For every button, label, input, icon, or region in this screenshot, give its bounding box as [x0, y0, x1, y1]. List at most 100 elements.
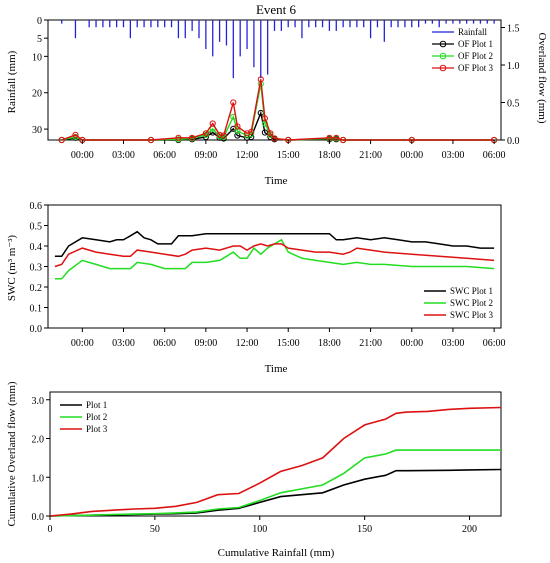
y-tick-left-label: 0 [37, 16, 42, 27]
panel1-axes: 0 5 10 20 30 0.0 0.5 1.0 1.5 00:00 03:00 06:00 09:00… [32, 16, 520, 161]
panel1-ylabel-right: Overland flow (mm) [536, 32, 548, 123]
y-tick-label: 1.0 [32, 473, 45, 484]
x-tick-label: 03:00 [112, 338, 135, 349]
panel3-ylabel: Cumulative Overland flow (mm) [6, 381, 18, 526]
panel3-frame [49, 391, 502, 517]
x-tick-label: 06:00 [153, 338, 176, 349]
x-tick-label: 03:00 [442, 150, 465, 161]
y-tick-label: 0.0 [30, 324, 43, 335]
y-tick-right-label: 0.5 [507, 99, 520, 110]
legend-swc3-label: SWC Plot 3 [450, 310, 494, 320]
of-point [209, 120, 216, 127]
panel3-xlabel: Cumulative Rainfall (mm) [218, 547, 335, 559]
panel2-axes: 0.0 0.1 0.2 0.3 0.4 0.5 0.6 00:00 03:00 06:00 09:0… [30, 201, 506, 349]
x-tick-label: 03:00 [112, 150, 135, 161]
figure-title: Event 6 [256, 2, 297, 17]
x-tick-label: 18:00 [318, 338, 341, 349]
of-point [216, 131, 223, 138]
y-tick-label: 0.5 [30, 222, 43, 233]
cumulative-line-plot3 [49, 406, 502, 517]
of-line-plot2 [61, 83, 495, 141]
legend-of1-label: OF Plot 1 [458, 39, 493, 49]
cumulative-line-plot2 [49, 449, 501, 517]
legend-rainfall-label: Rainfall [458, 27, 487, 37]
cumulative-line-plot1 [49, 468, 502, 517]
y-tick-left-label: 5 [37, 34, 42, 45]
x-tick-label: 21:00 [359, 338, 382, 349]
of-point [234, 132, 241, 139]
x-tick-label: 12:00 [236, 150, 259, 161]
y-tick-label: 0.0 [32, 512, 45, 523]
legend-of2-label: OF Plot 2 [458, 51, 493, 61]
of-point [234, 123, 241, 130]
legend-swc2-label: SWC Plot 2 [450, 298, 493, 308]
x-tick-label: 12:00 [236, 338, 259, 349]
y-tick-label: 3.0 [32, 396, 45, 407]
x-tick-label: 06:00 [153, 150, 176, 161]
x-tick-label: 15:00 [277, 338, 300, 349]
swc-chart: 0.0 0.1 0.2 0.3 0.4 0.5 0.6 00:00 03:00 06:00 09:0… [6, 201, 506, 375]
panel3-axes: 0.0 1.0 2.0 3.0 0 50 100 150 200 [32, 396, 478, 535]
cumulative-chart: 0.0 1.0 2.0 3.0 0 50 100 150 200 Cumulative Over… [6, 381, 502, 559]
legend-of3-marker [439, 64, 447, 72]
of-point [271, 135, 278, 142]
of-point [267, 130, 274, 137]
y-tick-label: 0.4 [30, 242, 43, 253]
panel2-legend: SWC Plot 1 SWC Plot 2 SWC Plot 3 [424, 286, 494, 320]
x-tick-label: 100 [252, 524, 267, 535]
of-point [340, 136, 347, 144]
of-point [189, 134, 196, 141]
swc-line-plot2 [54, 238, 495, 280]
legend-plot2-label: Plot 2 [86, 412, 107, 422]
x-tick-label: 50 [150, 524, 160, 535]
panel1-xlabel: Time [265, 175, 288, 187]
of-point [261, 115, 268, 122]
panel2-xlabel: Time [265, 363, 288, 375]
swc-lines [54, 230, 495, 280]
y-tick-label: 0.6 [30, 201, 43, 212]
y-tick-left-label: 30 [32, 125, 42, 136]
x-tick-label: 03:00 [442, 338, 465, 349]
of-point [243, 130, 251, 137]
overland-flow-lines [58, 76, 498, 144]
of-point [230, 99, 237, 106]
legend-of3-label: OF Plot 3 [458, 63, 494, 73]
x-tick-label: 21:00 [359, 150, 382, 161]
of-line-plot1 [61, 110, 495, 141]
y-tick-right-label: 1.0 [507, 61, 520, 72]
x-tick-label: 00:00 [71, 150, 94, 161]
of-point [248, 128, 255, 135]
of-point [220, 132, 227, 139]
x-tick-label: 00:00 [400, 338, 423, 349]
of-point [257, 76, 264, 83]
legend-of2-marker [439, 52, 447, 60]
y-tick-left-label: 20 [32, 89, 42, 100]
legend-of1-marker [439, 40, 447, 48]
of-point [234, 127, 241, 135]
y-tick-right-label: 1.5 [507, 24, 520, 35]
panel1-frame [47, 19, 502, 141]
legend-swc1-label: SWC Plot 1 [450, 286, 493, 296]
of-point [147, 136, 155, 144]
of-point [333, 134, 340, 141]
x-tick-label: 09:00 [194, 150, 217, 161]
x-tick-label: 18:00 [318, 150, 341, 161]
x-tick-label: 06:00 [483, 338, 506, 349]
of-line-plot3 [61, 79, 495, 141]
x-tick-label: 00:00 [400, 150, 423, 161]
panel1-legend: Rainfall OF Plot 1 OF Plot 2 OF Plot 3 [432, 27, 494, 73]
legend-plot1-label: Plot 1 [86, 400, 107, 410]
panel1-ylabel-left: Rainfall (mm) [6, 50, 18, 113]
y-tick-label: 0.2 [30, 283, 43, 294]
swc-line-plot3 [54, 243, 495, 268]
y-tick-label: 0.1 [30, 304, 43, 315]
y-tick-right-label: 0.0 [507, 136, 520, 147]
x-tick-label: 09:00 [194, 338, 217, 349]
y-tick-label: 2.0 [32, 435, 45, 446]
legend-plot3-label: Plot 3 [86, 424, 108, 434]
of-point [202, 130, 209, 137]
y-tick-label: 0.3 [30, 263, 43, 274]
of-point [72, 131, 79, 138]
swc-line-plot1 [54, 230, 495, 258]
